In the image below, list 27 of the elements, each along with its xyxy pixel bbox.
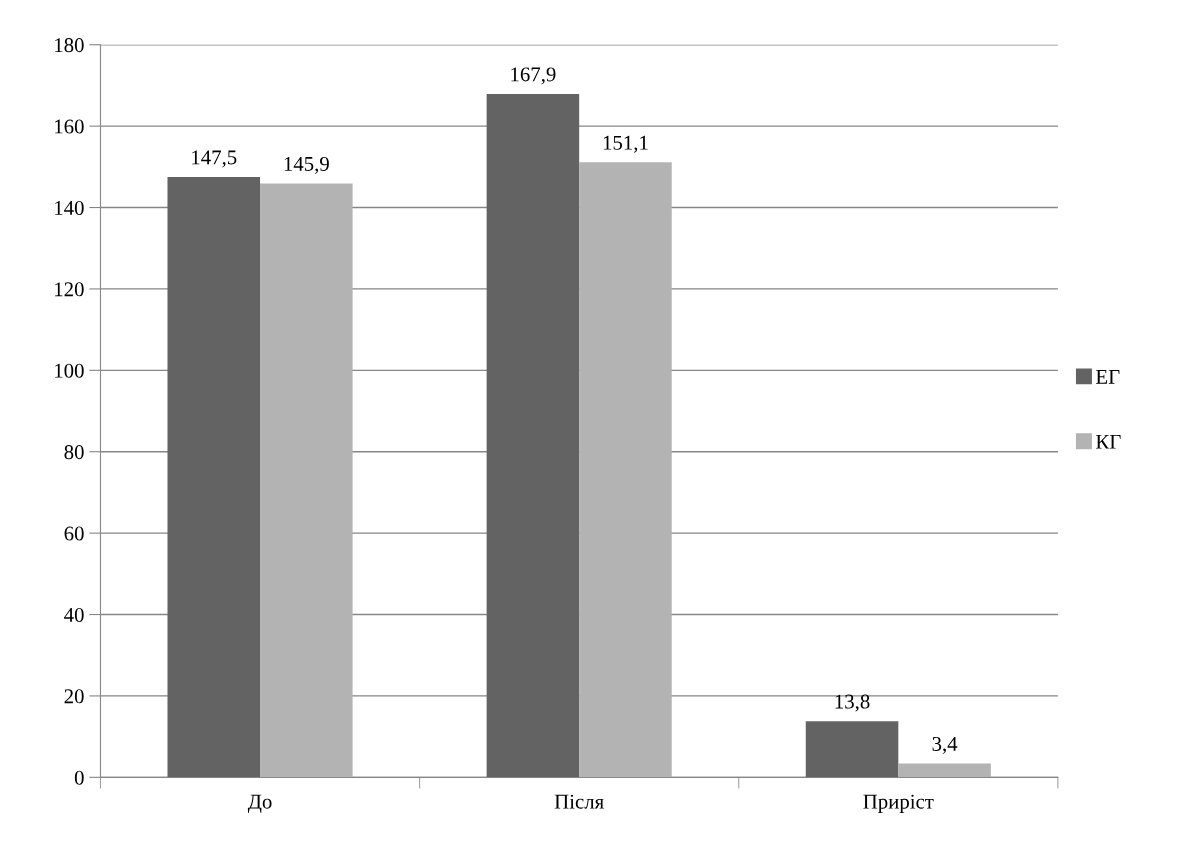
- y-tick-label: 0: [74, 770, 84, 785]
- data-label: 145,9: [284, 156, 329, 174]
- y-tick-label: 20: [64, 689, 84, 704]
- y-tick-label: 40: [64, 607, 84, 622]
- x-tick-label: До: [247, 794, 272, 813]
- y-tick-label: 160: [55, 119, 84, 134]
- legend-label: ЕГ: [1095, 370, 1120, 384]
- y-tick-label: 60: [64, 526, 84, 541]
- data-label: 167,9: [511, 67, 556, 85]
- bar: [260, 183, 353, 778]
- data-label: 3,4: [932, 736, 958, 754]
- bar: [579, 162, 672, 778]
- bar: [898, 763, 991, 778]
- data-label: 151,1: [603, 135, 648, 153]
- bar: [486, 93, 580, 778]
- bar: [167, 177, 261, 778]
- y-tick-label: 140: [55, 200, 84, 215]
- legend-label: КГ: [1095, 434, 1121, 449]
- data-label: 147,5: [192, 150, 237, 168]
- y-tick-label: 80: [64, 445, 84, 460]
- y-tick-label: 180: [55, 38, 84, 53]
- y-tick-label: 120: [55, 282, 84, 297]
- data-label: 13,8: [835, 694, 870, 712]
- x-tick-label: Після: [554, 794, 604, 809]
- bar: [805, 721, 899, 778]
- x-tick-label: Приріст: [863, 794, 934, 813]
- y-tick-label: 100: [55, 363, 84, 378]
